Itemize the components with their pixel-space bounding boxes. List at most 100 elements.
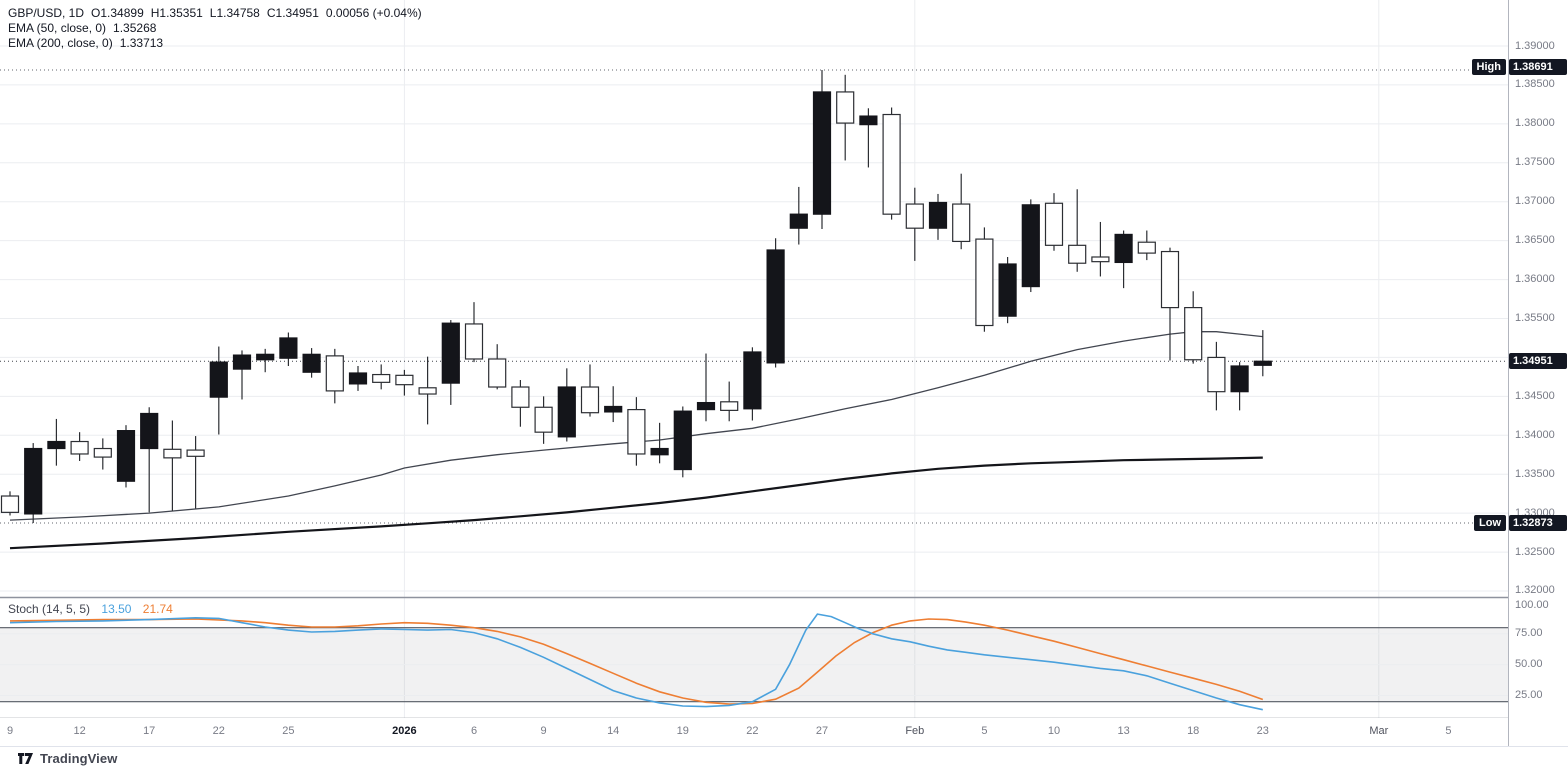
- time-tick-label: 22: [746, 725, 759, 737]
- candle-body[interactable]: [464, 323, 484, 360]
- low-marker-label: Low: [1474, 515, 1506, 531]
- candle-body[interactable]: [511, 386, 530, 408]
- candle-body[interactable]: [1044, 202, 1064, 246]
- price-tick-label: 1.38000: [1515, 117, 1555, 130]
- price-scale[interactable]: 1.39000 1.38500 1.38000 1.37500 1.37000 1.365…: [1508, 0, 1568, 746]
- time-tick-label: 23: [1256, 725, 1269, 737]
- change-value: 0.00056 (+0.04%): [325, 6, 422, 20]
- candle-body[interactable]: [789, 213, 808, 229]
- candle-body[interactable]: [627, 408, 646, 455]
- candle-body[interactable]: [163, 448, 182, 459]
- candle-body[interactable]: [673, 410, 692, 471]
- high-value: H1.35351: [150, 6, 203, 20]
- stoch-tick-label: 75.00: [1515, 627, 1543, 640]
- time-tick-label: 14: [607, 725, 620, 737]
- time-tick-label: 17: [143, 725, 156, 737]
- candle-body[interactable]: [1114, 233, 1133, 264]
- candle-body[interactable]: [534, 406, 553, 433]
- candle-body[interactable]: [70, 440, 89, 455]
- candle-body[interactable]: [1160, 250, 1180, 309]
- time-tick-label: 12: [73, 725, 86, 737]
- ema200-label[interactable]: EMA (200, close, 0): [8, 36, 113, 50]
- time-tick-label: 5: [981, 725, 988, 737]
- ema50-line[interactable]: [9, 331, 1263, 521]
- candle-body[interactable]: [557, 386, 576, 438]
- ema200-legend-row: EMA (200, close, 0) 1.33713: [8, 36, 429, 51]
- candle-body[interactable]: [743, 351, 762, 410]
- candle-body[interactable]: [766, 249, 785, 364]
- stoch-tick-label: 50.00: [1515, 658, 1543, 671]
- candle-body[interactable]: [905, 203, 924, 229]
- candle-body[interactable]: [1230, 365, 1249, 393]
- candle-body[interactable]: [836, 91, 855, 124]
- price-tick-label: 1.36000: [1515, 273, 1555, 286]
- candle-body[interactable]: [209, 361, 228, 398]
- candle-body[interactable]: [882, 113, 901, 215]
- candle-body[interactable]: [998, 263, 1017, 317]
- time-tick-label: 18: [1187, 725, 1200, 737]
- time-tick-label: 2026: [392, 725, 417, 737]
- candle-body[interactable]: [232, 354, 252, 370]
- candle-body[interactable]: [812, 91, 832, 215]
- candle-body[interactable]: [93, 447, 112, 458]
- open-value: O1.34899: [91, 6, 144, 20]
- candle-body[interactable]: [302, 353, 321, 373]
- candle-body[interactable]: [580, 386, 600, 414]
- candle-body[interactable]: [47, 440, 66, 450]
- candle-body[interactable]: [952, 203, 971, 243]
- candle-body[interactable]: [348, 372, 368, 385]
- candle-body[interactable]: [1253, 360, 1272, 366]
- candle-body[interactable]: [1184, 306, 1203, 361]
- symbol-title[interactable]: GBP/USD, 1D: [8, 6, 85, 20]
- candle-body[interactable]: [279, 337, 298, 359]
- candle-body[interactable]: [372, 373, 391, 383]
- bottom-toolbar: TradingView: [0, 746, 1568, 771]
- price-tick-label: 1.34000: [1515, 428, 1555, 441]
- ema50-label[interactable]: EMA (50, close, 0): [8, 21, 107, 35]
- ema200-line[interactable]: [9, 456, 1263, 550]
- time-scale[interactable]: 9 12 17 22 25 2026 6 9 14 19 22 27 Feb 5 10 13 18 23 Mar 5: [0, 718, 1508, 746]
- candle-body[interactable]: [418, 387, 437, 395]
- time-tick-label: 25: [282, 725, 295, 737]
- candle-body[interactable]: [116, 430, 136, 482]
- candle-body[interactable]: [720, 401, 739, 411]
- price-tick-label: 1.35500: [1515, 311, 1555, 324]
- candle-body[interactable]: [325, 355, 344, 392]
- candle-body[interactable]: [604, 405, 623, 413]
- last-price-badge: 1.34951: [1509, 353, 1567, 369]
- candle-body[interactable]: [256, 353, 275, 361]
- candle-body[interactable]: [696, 401, 716, 411]
- stoch-legend: Stoch (14, 5, 5) 13.50 21.74: [8, 602, 173, 616]
- time-tick-label: Mar: [1369, 725, 1389, 737]
- tradingview-brand[interactable]: TradingView: [18, 751, 117, 766]
- price-tick-label: 1.32000: [1515, 584, 1555, 597]
- candle-body[interactable]: [140, 412, 159, 450]
- candle-body[interactable]: [441, 322, 460, 384]
- stoch-k-value: 13.50: [101, 602, 132, 616]
- price-tick-label: 1.37000: [1515, 195, 1555, 208]
- time-tick-label: 10: [1047, 725, 1061, 737]
- candle-body[interactable]: [650, 447, 669, 456]
- candle-body[interactable]: [186, 449, 205, 457]
- stoch-k-line[interactable]: [9, 613, 1263, 711]
- candle-body[interactable]: [1207, 356, 1226, 393]
- symbol-legend: GBP/USD, 1D O1.34899 H1.35351 L1.34758 C1.34…: [8, 6, 429, 51]
- candle-body[interactable]: [395, 374, 414, 386]
- candle-body[interactable]: [24, 447, 43, 515]
- candle-body[interactable]: [1068, 244, 1087, 264]
- candle-body[interactable]: [1021, 204, 1040, 288]
- stoch-d-line[interactable]: [9, 618, 1264, 705]
- stoch-tick-label: 100.00: [1515, 599, 1549, 611]
- stoch-label[interactable]: Stoch (14, 5, 5): [8, 602, 91, 616]
- candle-body[interactable]: [0, 495, 20, 513]
- candle-body[interactable]: [975, 238, 994, 327]
- low-value: L1.34758: [209, 6, 260, 20]
- candle-body[interactable]: [928, 201, 948, 229]
- high-marker-label: High: [1471, 59, 1506, 75]
- candle-body[interactable]: [1091, 256, 1110, 263]
- candle-body[interactable]: [488, 358, 507, 388]
- price-tick-label: 1.33500: [1515, 467, 1555, 480]
- candle-body[interactable]: [1137, 241, 1156, 254]
- candle-body[interactable]: [859, 115, 878, 126]
